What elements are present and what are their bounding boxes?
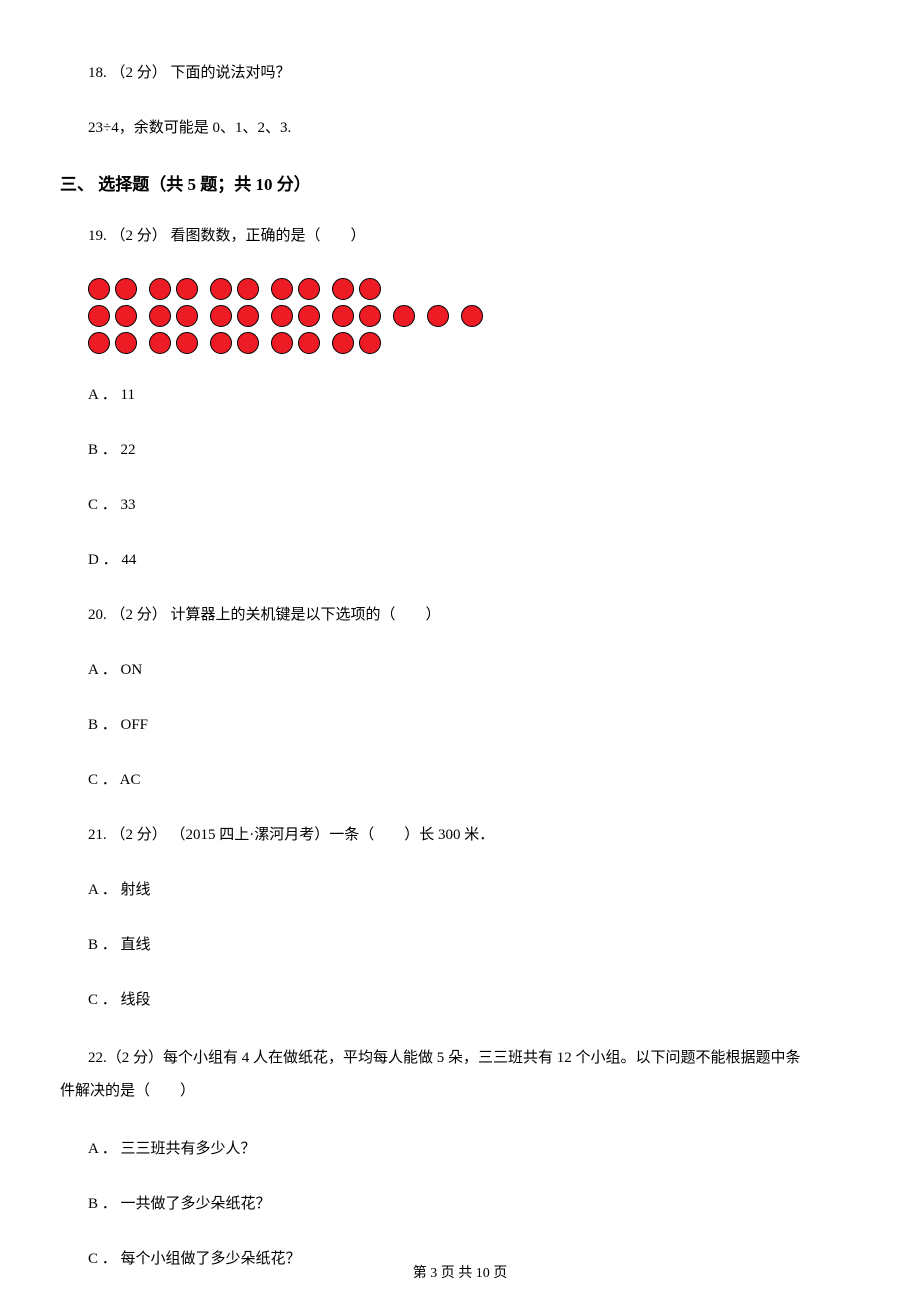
dot-icon bbox=[332, 332, 354, 354]
dot-icon bbox=[149, 278, 171, 300]
dot-icon bbox=[298, 278, 320, 300]
q20-label: 20. （2 分） 计算器上的关机键是以下选项的（ ） bbox=[60, 602, 860, 629]
dot-icon bbox=[115, 278, 137, 300]
dot-icon bbox=[210, 332, 232, 354]
dot-icon bbox=[176, 332, 198, 354]
dot-icon bbox=[176, 278, 198, 300]
q22-option-b: B ． 一共做了多少朵纸花？ bbox=[60, 1191, 860, 1218]
q20-option-b: B ． OFF bbox=[60, 712, 860, 739]
dot-icon bbox=[149, 305, 171, 327]
dot-icon bbox=[210, 278, 232, 300]
dot-icon bbox=[298, 305, 320, 327]
dot-group bbox=[332, 278, 381, 354]
q21-option-c: C ． 线段 bbox=[60, 987, 860, 1014]
q18-text: 23÷4，余数可能是 0、1、2、3. bbox=[60, 115, 860, 142]
q19-option-a: A ． 11 bbox=[60, 382, 860, 409]
q19-dots bbox=[60, 278, 860, 354]
dot-icon bbox=[237, 332, 259, 354]
q22-line2: 件解决的是（ ） bbox=[60, 1083, 195, 1099]
dot-icon bbox=[88, 278, 110, 300]
q19-label: 19. （2 分） 看图数数，正确的是（ ） bbox=[60, 223, 860, 250]
q19-option-c: C ． 33 bbox=[60, 492, 860, 519]
dot-icon bbox=[359, 278, 381, 300]
section3-header: 三、 选择题（共 5 题；共 10 分） bbox=[60, 170, 860, 195]
dot-icon bbox=[115, 305, 137, 327]
dot-extra-group bbox=[393, 305, 483, 327]
dot-icon bbox=[271, 278, 293, 300]
dot-icon bbox=[427, 305, 449, 327]
q21-label: 21. （2 分） （2015 四上·漯河月考）一条（ ）长 300 米． bbox=[60, 822, 860, 849]
dot-icon bbox=[237, 278, 259, 300]
dot-icon bbox=[237, 305, 259, 327]
dot-icon bbox=[332, 305, 354, 327]
dot-icon bbox=[88, 305, 110, 327]
q22-line1: 22.（2 分）每个小组有 4 人在做纸花，平均每人能做 5 朵，三三班共有 1… bbox=[60, 1050, 801, 1066]
dot-group bbox=[88, 278, 137, 354]
q18-label: 18. （2 分） 下面的说法对吗？ bbox=[60, 60, 860, 87]
q19-option-d: D ． 44 bbox=[60, 547, 860, 574]
dot-icon bbox=[271, 305, 293, 327]
dot-icon bbox=[88, 332, 110, 354]
dot-group bbox=[210, 278, 259, 354]
dot-icon bbox=[176, 305, 198, 327]
dot-icon bbox=[393, 305, 415, 327]
dot-icon bbox=[359, 332, 381, 354]
q20-option-a: A ． ON bbox=[60, 657, 860, 684]
dot-icon bbox=[149, 332, 171, 354]
dot-icon bbox=[115, 332, 137, 354]
dot-group bbox=[149, 278, 198, 354]
dot-icon bbox=[332, 278, 354, 300]
q21-option-b: B ． 直线 bbox=[60, 932, 860, 959]
q19-option-b: B ． 22 bbox=[60, 437, 860, 464]
q22-option-a: A ． 三三班共有多少人？ bbox=[60, 1136, 860, 1163]
dot-group bbox=[271, 278, 320, 354]
q22-text: 22.（2 分）每个小组有 4 人在做纸花，平均每人能做 5 朵，三三班共有 1… bbox=[60, 1042, 860, 1108]
dot-icon bbox=[298, 332, 320, 354]
page-footer: 第 3 页 共 10 页 bbox=[0, 1262, 920, 1282]
dot-icon bbox=[359, 305, 381, 327]
q21-option-a: A ． 射线 bbox=[60, 877, 860, 904]
dot-icon bbox=[461, 305, 483, 327]
q20-option-c: C ． AC bbox=[60, 767, 860, 794]
dot-icon bbox=[271, 332, 293, 354]
dot-icon bbox=[210, 305, 232, 327]
